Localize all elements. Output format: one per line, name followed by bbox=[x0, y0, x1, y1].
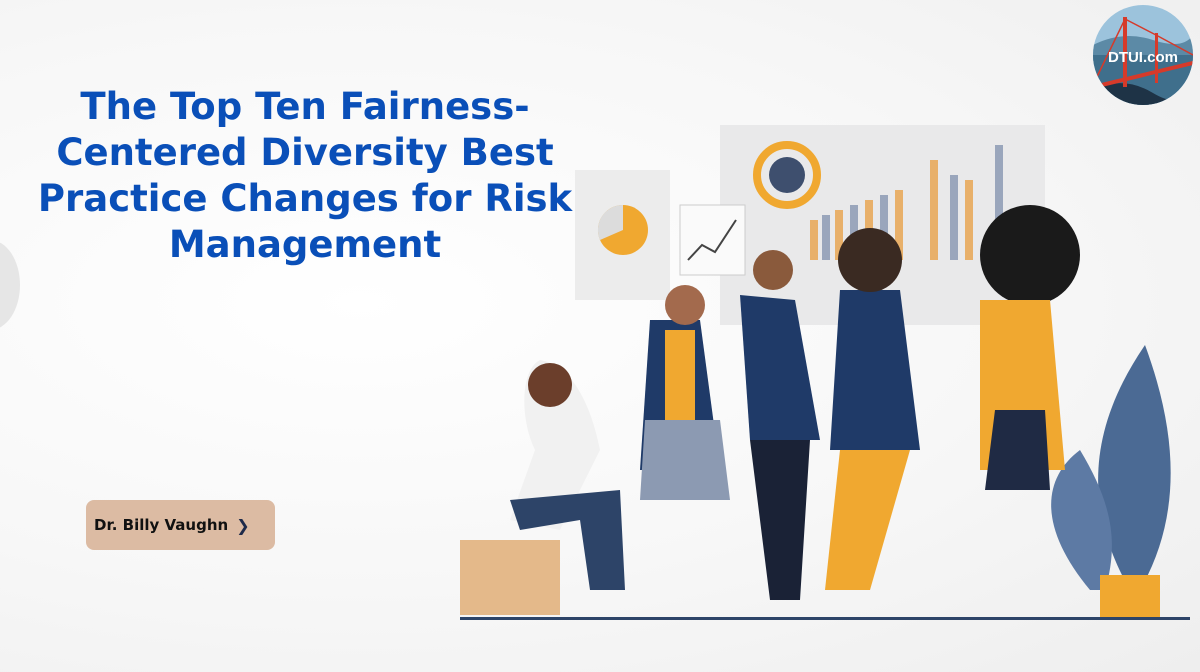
plant bbox=[1098, 345, 1171, 590]
donut-chart bbox=[753, 141, 821, 209]
author-button[interactable]: Dr. Billy Vaughn ❯ bbox=[86, 500, 275, 550]
chevron-right-icon: ❯ bbox=[236, 515, 250, 535]
team-illustration bbox=[460, 125, 1190, 620]
background-shape bbox=[0, 240, 20, 330]
title-line: Management bbox=[168, 223, 442, 266]
page-title: The Top Ten Fairness- Centered Diversity… bbox=[10, 84, 600, 268]
title-line: The Top Ten Fairness- bbox=[80, 85, 530, 128]
man-suit bbox=[740, 295, 820, 440]
title-line: Practice Changes for Risk bbox=[37, 177, 573, 220]
box bbox=[460, 540, 560, 615]
woman-center bbox=[830, 290, 920, 450]
logo-text: DTUI.com bbox=[1107, 49, 1178, 66]
golden-gate-bridge-icon bbox=[1093, 5, 1193, 105]
author-name: Dr. Billy Vaughn bbox=[94, 516, 229, 534]
line-chart-card bbox=[679, 204, 746, 276]
floor-line bbox=[460, 617, 1190, 620]
site-logo[interactable]: DTUI.com bbox=[1093, 5, 1193, 105]
plant-pot bbox=[1100, 575, 1160, 620]
seated-person bbox=[510, 360, 600, 530]
title-line: Centered Diversity Best bbox=[56, 131, 554, 174]
woman-right-hair bbox=[980, 205, 1080, 305]
